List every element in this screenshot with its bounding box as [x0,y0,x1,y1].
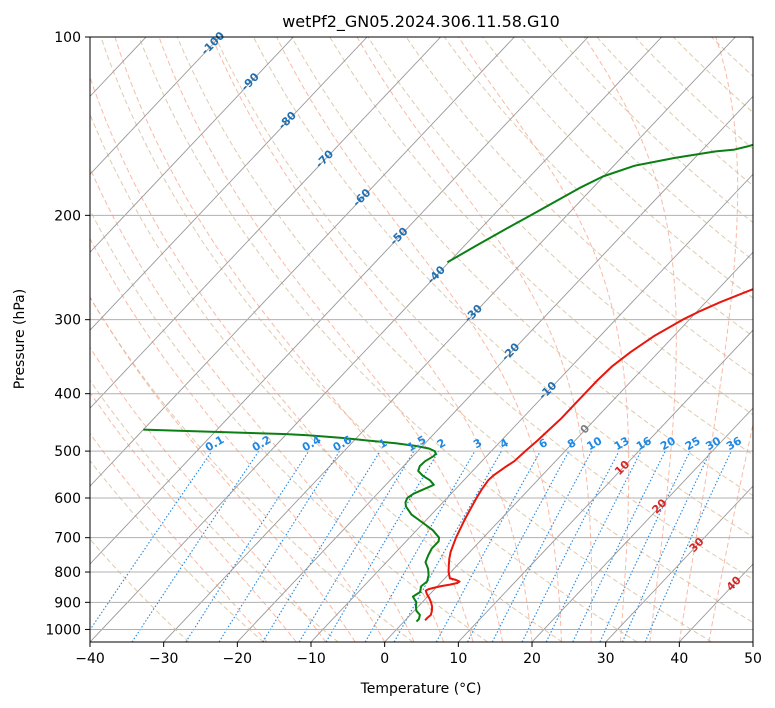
mixing-ratio-line [521,450,620,642]
isotherm-line [90,37,368,331]
x-tick-label: −20 [223,651,253,667]
isotherm-line [236,95,753,642]
isotherms [90,37,753,642]
moist-adiabat-line [90,75,445,642]
y-axis-ticks: 1000 900 800 700 600 500 400 300 200 100 [45,30,90,638]
mixing-ratio-line [218,450,341,642]
x-axis-title: Temperature (°C) [360,681,482,697]
x-tick-label: 10 [449,651,467,667]
moist-adiabat-line [90,346,327,642]
y-tick-label: 200 [54,208,81,224]
pressure-gridlines [90,37,753,630]
y-tick-label: 1000 [45,622,81,638]
moist-adiabat-line [356,37,593,642]
temperature-trace [424,288,753,621]
dry-adiabat-line [214,37,753,580]
moist-adiabat-line [583,37,677,642]
mixing-ratio-line [262,450,381,642]
y-tick-label: 300 [54,313,81,329]
moist-adiabat-line [457,37,630,642]
moist-adiabat-line [158,37,503,642]
isotherm-line [90,37,221,175]
dewpoint-upper-trace [446,143,753,264]
mixing-ratio-line [599,450,691,642]
y-tick-label: 900 [54,595,81,611]
mixing-ratio-line [364,450,476,642]
y-tick-label: 700 [54,531,81,547]
y-tick-label: 600 [54,491,81,507]
moist-adiabat-line [90,237,386,642]
isotherm-line [163,37,736,642]
mixing-ratio-line [435,450,541,642]
dry-adiabat-line [90,459,264,642]
x-tick-label: 0 [380,651,389,667]
moist-adiabat-line [90,295,356,642]
isotherm-line [531,407,753,642]
isotherm-line [457,329,753,642]
mixing-ratio-line [621,450,711,642]
x-tick-label: 50 [744,651,762,667]
moist-adiabat-line [276,37,562,642]
y-tick-label: 100 [54,30,81,46]
dewpoint-trace [143,428,441,623]
isotherm-line [310,173,753,642]
y-tick-label: 400 [54,387,81,403]
moist-adiabat-line [211,37,533,642]
plot-frame [89,36,754,643]
chart-title: wetPf2_GN05.2024.306.11.58.G10 [282,12,560,32]
y-axis-title: Pressure (hPa) [12,289,28,389]
y-tick-label: 800 [54,565,81,581]
moist-adiabat-line [114,37,474,642]
x-tick-label: −10 [296,651,326,667]
dry-adiabat-line [482,37,753,299]
y-tick-label: 500 [54,444,81,460]
dry-adiabat-line [176,37,753,623]
dry-adiabat-line [90,209,488,642]
dry-adiabat-line [558,37,753,224]
dry-adiabat-line [443,37,753,337]
dry-adiabat-line [634,37,753,150]
x-axis-ticks: −40 −30 −20 −10 0 10 20 30 40 50 [75,642,762,667]
dry-adiabat-line [329,37,753,456]
mixing-ratio-line [572,450,666,642]
dry-adiabat-line [291,37,753,497]
dry-adiabat-line [405,37,753,376]
isotherm-line [605,485,753,642]
isotherm-line [90,37,294,253]
isotherm-line [90,37,515,487]
mixing-ratio-line [393,450,502,642]
dry-adiabat-line [90,113,563,642]
isotherm-line [90,37,589,565]
profile-traces [143,143,753,623]
isotherm-line [384,251,753,642]
x-tick-label: 40 [670,651,688,667]
x-tick-label: −30 [149,651,179,667]
x-tick-label: 20 [523,651,541,667]
mixing-ratio-line [491,450,593,642]
dry-adiabat-line [90,538,190,642]
dry-adiabat-line [138,37,712,642]
mixing-ratio-line [467,450,570,642]
x-tick-label: 30 [597,651,615,667]
isotherm-line [90,37,442,409]
moist-adiabat-line [708,421,753,642]
plot-area [90,37,753,642]
x-tick-label: −40 [75,651,105,667]
dry-adiabat-line [253,37,753,538]
isotherm-line [90,37,663,642]
moist-adiabat-line [678,37,739,642]
dry-adiabat-line [100,37,638,642]
mixing-ratio-line [185,450,310,642]
